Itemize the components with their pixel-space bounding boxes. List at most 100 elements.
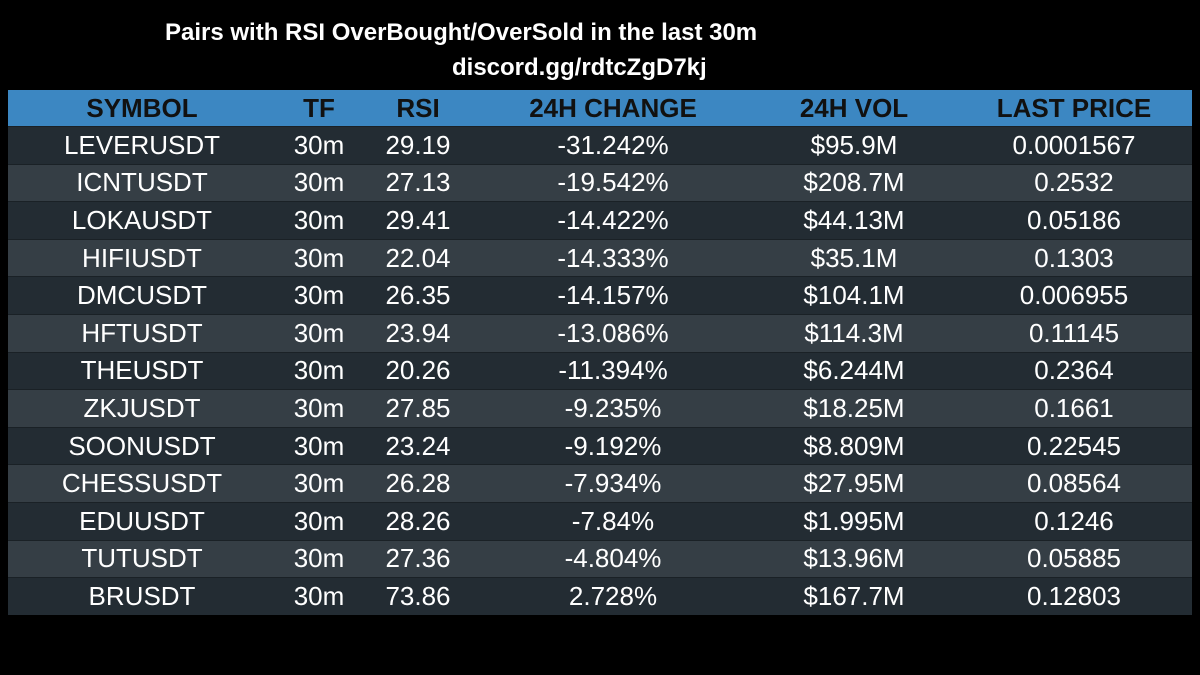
- cell-rsi: 28.26: [362, 501, 474, 541]
- cell-last-price: 0.12803: [956, 577, 1192, 615]
- column-header-tf: TF: [276, 90, 362, 127]
- cell-24h-vol: $114.3M: [752, 313, 956, 353]
- cell-24h-vol: $8.809M: [752, 426, 956, 465]
- cell-24h-change: -9.235%: [474, 389, 752, 428]
- cell-rsi: 27.13: [362, 163, 474, 202]
- table-row: LOKAUSDT 30m 29.41 -14.422% $44.13M 0.05…: [8, 201, 1192, 240]
- cell-symbol: EDUUSDT: [8, 501, 276, 541]
- table-row: HIFIUSDT 30m 22.04 -14.333% $35.1M 0.130…: [8, 238, 1192, 277]
- cell-24h-change: -14.157%: [474, 276, 752, 315]
- cell-symbol: LOKAUSDT: [8, 201, 276, 240]
- table-row: SOONUSDT 30m 23.24 -9.192% $8.809M 0.225…: [8, 426, 1192, 465]
- cell-24h-vol: $35.1M: [752, 238, 956, 277]
- cell-symbol: SOONUSDT: [8, 426, 276, 465]
- cell-24h-change: -11.394%: [474, 351, 752, 390]
- cell-last-price: 0.05186: [956, 201, 1192, 240]
- cell-24h-vol: $167.7M: [752, 577, 956, 615]
- cell-24h-change: 2.728%: [474, 577, 752, 615]
- cell-last-price: 0.08564: [956, 464, 1192, 503]
- column-header-24h-vol: 24H VOL: [752, 90, 956, 127]
- cell-last-price: 0.1303: [956, 238, 1192, 277]
- cell-rsi: 29.19: [362, 126, 474, 165]
- cell-24h-change: -7.934%: [474, 464, 752, 503]
- cell-last-price: 0.2532: [956, 163, 1192, 202]
- cell-last-price: 0.22545: [956, 426, 1192, 465]
- cell-24h-vol: $13.96M: [752, 539, 956, 578]
- column-header-24h-change: 24H CHANGE: [474, 90, 752, 127]
- cell-24h-vol: $1.995M: [752, 501, 956, 541]
- table-row: ZKJUSDT 30m 27.85 -9.235% $18.25M 0.1661: [8, 389, 1192, 428]
- cell-24h-vol: $27.95M: [752, 464, 956, 503]
- cell-24h-change: -14.422%: [474, 201, 752, 240]
- cell-last-price: 0.0001567: [956, 126, 1192, 165]
- cell-24h-change: -7.84%: [474, 501, 752, 541]
- cell-24h-change: -13.086%: [474, 313, 752, 353]
- cell-24h-vol: $44.13M: [752, 201, 956, 240]
- cell-tf: 30m: [276, 126, 362, 165]
- cell-rsi: 73.86: [362, 577, 474, 615]
- cell-tf: 30m: [276, 464, 362, 503]
- cell-rsi: 27.85: [362, 389, 474, 428]
- cell-last-price: 0.1661: [956, 389, 1192, 428]
- cell-tf: 30m: [276, 501, 362, 541]
- cell-tf: 30m: [276, 426, 362, 465]
- cell-symbol: DMCUSDT: [8, 276, 276, 315]
- table-row: HFTUSDT 30m 23.94 -13.086% $114.3M 0.111…: [8, 313, 1192, 353]
- cell-24h-change: -9.192%: [474, 426, 752, 465]
- table-row: CHESSUSDT 30m 26.28 -7.934% $27.95M 0.08…: [8, 464, 1192, 503]
- column-header-rsi: RSI: [362, 90, 474, 127]
- table-row: BRUSDT 30m 73.86 2.728% $167.7M 0.12803: [8, 577, 1192, 615]
- cell-symbol: THEUSDT: [8, 351, 276, 390]
- cell-last-price: 0.11145: [956, 313, 1192, 353]
- table-row: TUTUSDT 30m 27.36 -4.804% $13.96M 0.0588…: [8, 539, 1192, 578]
- cell-24h-change: -31.242%: [474, 126, 752, 165]
- discord-link: discord.gg/rdtcZgD7kj: [452, 54, 707, 81]
- cell-tf: 30m: [276, 389, 362, 428]
- table-row: EDUUSDT 30m 28.26 -7.84% $1.995M 0.1246: [8, 501, 1192, 541]
- cell-24h-vol: $6.244M: [752, 351, 956, 390]
- cell-last-price: 0.05885: [956, 539, 1192, 578]
- cell-tf: 30m: [276, 201, 362, 240]
- table-row: LEVERUSDT 30m 29.19 -31.242% $95.9M 0.00…: [8, 126, 1192, 165]
- cell-tf: 30m: [276, 238, 362, 277]
- cell-24h-change: -14.333%: [474, 238, 752, 277]
- cell-last-price: 0.2364: [956, 351, 1192, 390]
- cell-rsi: 27.36: [362, 539, 474, 578]
- cell-symbol: TUTUSDT: [8, 539, 276, 578]
- cell-rsi: 22.04: [362, 238, 474, 277]
- table-row: ICNTUSDT 30m 27.13 -19.542% $208.7M 0.25…: [8, 163, 1192, 202]
- cell-24h-vol: $95.9M: [752, 126, 956, 165]
- cell-24h-vol: $18.25M: [752, 389, 956, 428]
- cell-tf: 30m: [276, 539, 362, 578]
- column-header-last-price: LAST PRICE: [956, 90, 1192, 127]
- cell-24h-vol: $208.7M: [752, 163, 956, 202]
- cell-symbol: HFTUSDT: [8, 313, 276, 353]
- cell-symbol: BRUSDT: [8, 577, 276, 615]
- table-header-row: SYMBOL TF RSI 24H CHANGE 24H VOL LAST PR…: [8, 90, 1192, 127]
- cell-tf: 30m: [276, 276, 362, 315]
- cell-24h-vol: $104.1M: [752, 276, 956, 315]
- cell-rsi: 23.24: [362, 426, 474, 465]
- table-row: THEUSDT 30m 20.26 -11.394% $6.244M 0.236…: [8, 351, 1192, 390]
- cell-symbol: CHESSUSDT: [8, 464, 276, 503]
- cell-tf: 30m: [276, 577, 362, 615]
- cell-tf: 30m: [276, 313, 362, 353]
- cell-tf: 30m: [276, 351, 362, 390]
- table-row: DMCUSDT 30m 26.35 -14.157% $104.1M 0.006…: [8, 276, 1192, 315]
- cell-symbol: HIFIUSDT: [8, 238, 276, 277]
- cell-rsi: 23.94: [362, 313, 474, 353]
- rsi-table: SYMBOL TF RSI 24H CHANGE 24H VOL LAST PR…: [8, 90, 1192, 615]
- cell-rsi: 26.28: [362, 464, 474, 503]
- cell-rsi: 20.26: [362, 351, 474, 390]
- cell-tf: 30m: [276, 163, 362, 202]
- column-header-symbol: SYMBOL: [8, 90, 276, 127]
- cell-last-price: 0.1246: [956, 501, 1192, 541]
- cell-symbol: ICNTUSDT: [8, 163, 276, 202]
- cell-24h-change: -4.804%: [474, 539, 752, 578]
- cell-rsi: 26.35: [362, 276, 474, 315]
- page-title: Pairs with RSI OverBought/OverSold in th…: [165, 19, 758, 46]
- cell-24h-change: -19.542%: [474, 163, 752, 202]
- cell-last-price: 0.006955: [956, 276, 1192, 315]
- cell-rsi: 29.41: [362, 201, 474, 240]
- cell-symbol: LEVERUSDT: [8, 126, 276, 165]
